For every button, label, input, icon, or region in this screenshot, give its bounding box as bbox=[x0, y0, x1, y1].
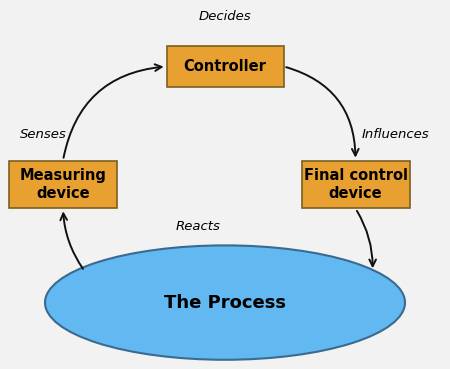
Text: Final control
device: Final control device bbox=[303, 168, 408, 201]
Text: Controller: Controller bbox=[184, 59, 266, 74]
FancyBboxPatch shape bbox=[9, 161, 117, 208]
Text: The Process: The Process bbox=[164, 294, 286, 311]
Text: Measuring
device: Measuring device bbox=[19, 168, 107, 201]
Text: Influences: Influences bbox=[362, 128, 430, 141]
Text: Senses: Senses bbox=[20, 128, 67, 141]
Text: Reacts: Reacts bbox=[176, 220, 220, 234]
FancyBboxPatch shape bbox=[302, 161, 410, 208]
FancyBboxPatch shape bbox=[166, 46, 284, 87]
Text: Decides: Decides bbox=[199, 10, 251, 23]
Ellipse shape bbox=[45, 245, 405, 360]
